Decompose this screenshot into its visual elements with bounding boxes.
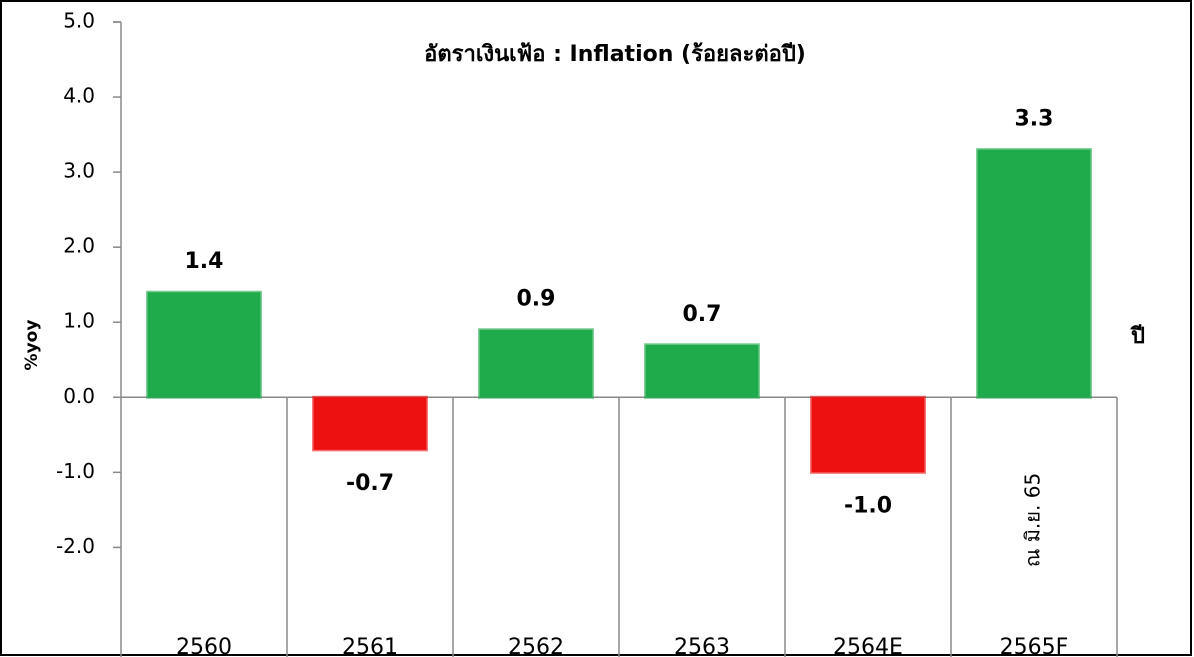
y-tick-label: 4.0	[63, 84, 95, 108]
x-tick-label: 2562	[508, 635, 564, 657]
y-tick-label: 5.0	[63, 9, 95, 33]
x-axis-label: ปี	[1130, 324, 1145, 349]
x-tick-label: 2563	[674, 635, 730, 657]
y-tick-label: -2.0	[56, 534, 95, 558]
y-tick-label: 0.0	[63, 384, 95, 408]
value-label: 3.3	[1015, 107, 1054, 132]
value-label: 0.9	[517, 287, 556, 312]
y-axis-label: %yoy	[22, 320, 42, 371]
y-tick-label: -1.0	[56, 459, 95, 483]
bar	[976, 148, 1092, 399]
annotation: ณ มิ.ย. 65	[1021, 473, 1045, 567]
value-label: -1.0	[844, 493, 892, 518]
value-label: 0.7	[683, 302, 722, 327]
chart-title: อัตราเงินเฟ้อ : Inflation (ร้อยละต่อปี)	[424, 42, 806, 67]
y-tick-label: 1.0	[63, 309, 95, 333]
y-tick-label: 3.0	[63, 159, 95, 183]
x-tick-label: 2565F	[1000, 635, 1069, 657]
bar	[810, 395, 926, 474]
x-tick-label: 2561	[342, 635, 398, 657]
value-label: 1.4	[185, 249, 224, 274]
bar	[644, 343, 760, 399]
bar	[478, 328, 594, 399]
value-label: -0.7	[346, 471, 394, 496]
x-tick-label: 2564E	[833, 635, 903, 657]
x-tick-label: 2560	[176, 635, 232, 657]
bar	[312, 395, 428, 452]
y-tick-label: 2.0	[63, 234, 95, 258]
bar	[146, 290, 262, 399]
